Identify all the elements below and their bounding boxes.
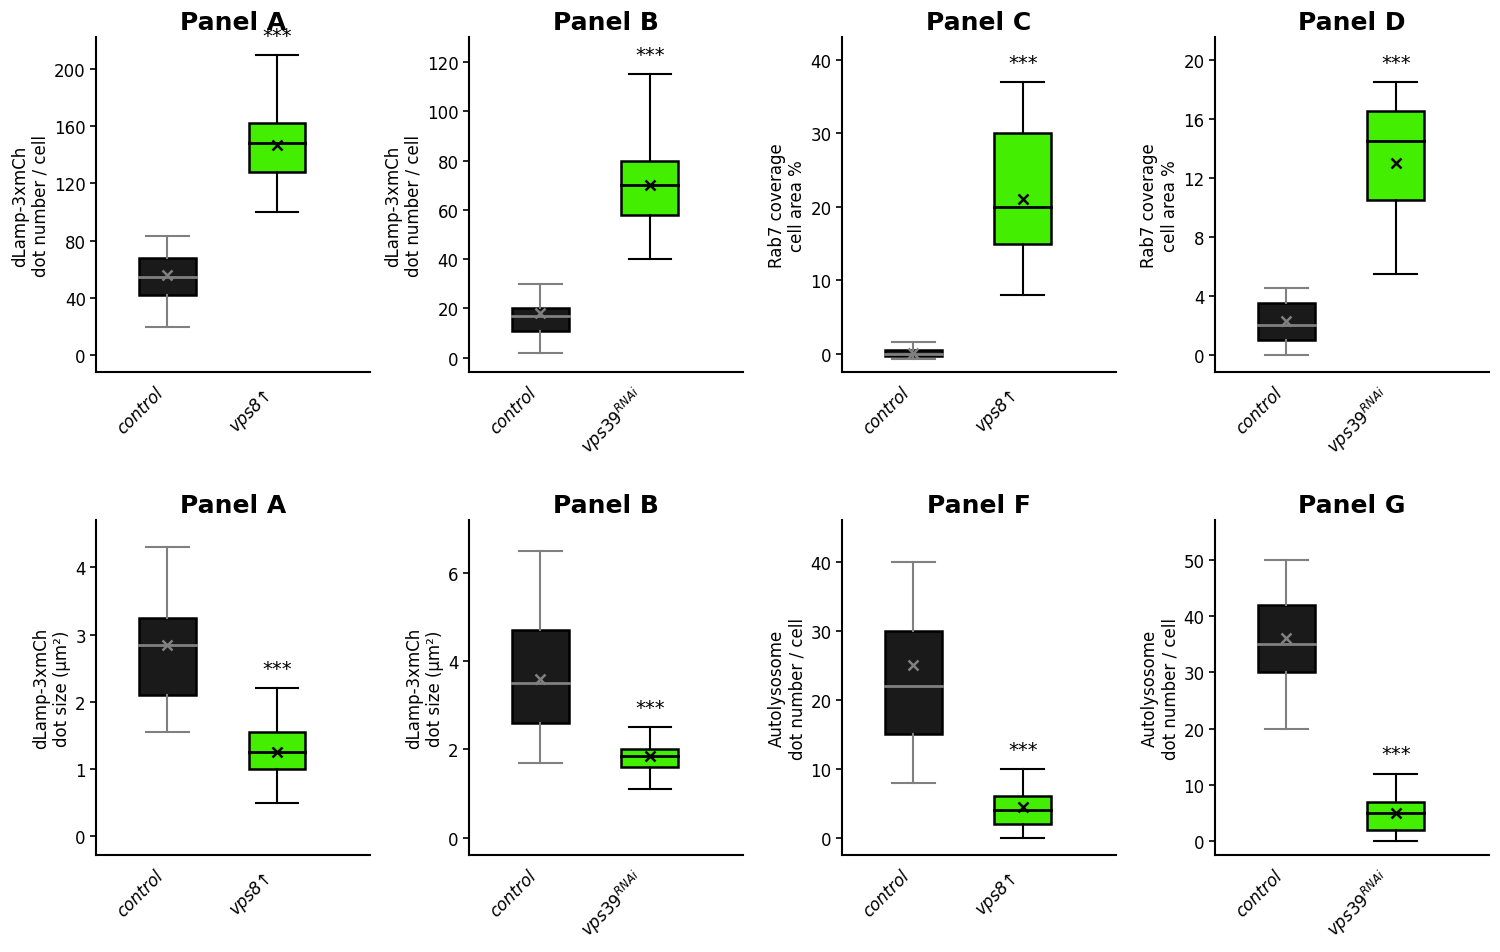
Text: ***: ***	[634, 699, 664, 718]
Y-axis label: dLamp-3xmCh
dot number / cell: dLamp-3xmCh dot number / cell	[384, 135, 423, 277]
Y-axis label: dLamp-3xmCh
dot number / cell: dLamp-3xmCh dot number / cell	[10, 135, 50, 277]
Title: Panel C: Panel C	[927, 11, 1032, 35]
Bar	[512, 309, 568, 331]
Text: ***: ***	[1382, 53, 1410, 72]
Text: $\mathit{vps39}^{\mathit{RNAi}}$: $\mathit{vps39}^{\mathit{RNAi}}$	[576, 384, 650, 459]
Y-axis label: dLamp-3xmCh
dot size (μm²): dLamp-3xmCh dot size (μm²)	[32, 627, 70, 748]
Text: control: control	[114, 384, 168, 438]
Bar	[621, 162, 678, 215]
Bar	[140, 618, 196, 695]
Text: ***: ***	[262, 27, 292, 46]
Text: vps8↑: vps8↑	[972, 866, 1023, 917]
Bar	[885, 631, 942, 735]
Text: vps8↑: vps8↑	[972, 384, 1023, 435]
Text: $\mathit{vps39}^{\mathit{RNAi}}$: $\mathit{vps39}^{\mathit{RNAi}}$	[1322, 866, 1396, 941]
Text: ***: ***	[1008, 740, 1038, 759]
Title: Panel B: Panel B	[554, 493, 658, 517]
Title: Panel F: Panel F	[927, 493, 1030, 517]
Text: $\mathit{vps39}^{\mathit{RNAi}}$: $\mathit{vps39}^{\mathit{RNAi}}$	[576, 866, 650, 941]
Text: control: control	[486, 866, 540, 920]
Text: vps8↑: vps8↑	[226, 866, 278, 917]
Bar	[512, 631, 568, 724]
Text: control: control	[859, 384, 913, 438]
Y-axis label: dLamp-3xmCh
dot size (μm²): dLamp-3xmCh dot size (μm²)	[405, 627, 444, 748]
Bar	[249, 124, 306, 173]
Bar	[1368, 112, 1424, 201]
Y-axis label: Autolysosome
dot number / cell: Autolysosome dot number / cell	[768, 617, 807, 759]
Title: Panel B: Panel B	[554, 11, 658, 35]
Bar	[994, 797, 1052, 824]
Y-axis label: Rab7 coverage
cell area %: Rab7 coverage cell area %	[768, 144, 807, 268]
Text: ***: ***	[1008, 53, 1038, 72]
Title: Panel D: Panel D	[1298, 11, 1406, 35]
Bar	[1257, 304, 1314, 341]
Text: ***: ***	[634, 47, 664, 66]
Bar	[140, 259, 196, 296]
Text: control: control	[1233, 866, 1286, 920]
Text: control: control	[114, 866, 168, 920]
Title: Panel G: Panel G	[1298, 493, 1406, 517]
Text: control: control	[859, 866, 913, 920]
Text: ***: ***	[262, 660, 292, 679]
Text: vps8↑: vps8↑	[226, 384, 278, 435]
Y-axis label: Autolysosome
dot number / cell: Autolysosome dot number / cell	[1140, 617, 1179, 759]
Title: Panel A: Panel A	[180, 11, 286, 35]
Bar	[1257, 605, 1314, 672]
Bar	[1368, 802, 1424, 830]
Text: control: control	[486, 384, 540, 438]
Title: Panel A: Panel A	[180, 493, 286, 517]
Bar	[885, 351, 942, 357]
Text: ***: ***	[1382, 744, 1410, 764]
Text: control: control	[1233, 384, 1286, 438]
Bar	[994, 134, 1052, 245]
Y-axis label: Rab7 coverage
cell area %: Rab7 coverage cell area %	[1140, 144, 1179, 268]
Bar	[621, 749, 678, 767]
Bar	[249, 732, 306, 769]
Text: $\mathit{vps39}^{\mathit{RNAi}}$: $\mathit{vps39}^{\mathit{RNAi}}$	[1322, 384, 1396, 459]
